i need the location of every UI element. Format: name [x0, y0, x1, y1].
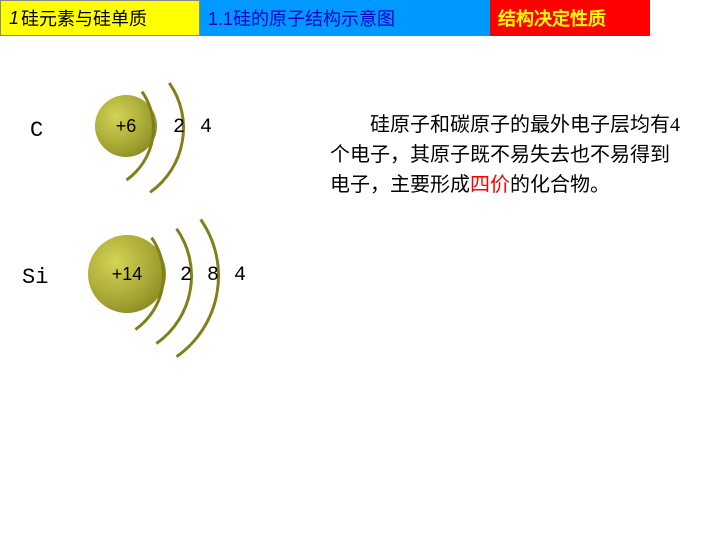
- desc-part2: 的化合物。: [510, 174, 610, 196]
- carbon-shell-1: 2: [173, 116, 185, 139]
- header-bar: 1 硅元素与硅单质 1.1硅的原子结构示意图 结构决定性质: [0, 0, 720, 36]
- silicon-shell-arc-3: [4, 160, 236, 392]
- header-cell-3: 结构决定性质: [490, 0, 650, 36]
- header-1-text: 硅元素与硅单质: [21, 5, 147, 31]
- header-cell-2: 1.1硅的原子结构示意图: [200, 0, 490, 36]
- header-1-num: 1: [9, 8, 19, 29]
- silicon-shell-3: 4: [234, 264, 246, 287]
- atom-diagrams: C +6 2 4 Si +14 2 8 4: [0, 70, 340, 370]
- header-cell-1: 1 硅元素与硅单质: [0, 0, 200, 36]
- carbon-shell-2: 4: [200, 116, 212, 139]
- desc-highlight: 四价: [470, 174, 510, 196]
- description-text: 硅原子和碳原子的最外电子层均有4个电子，其原子既不易失去也不易得到电子，主要形成…: [330, 110, 680, 200]
- silicon-shell-1: 2: [180, 264, 192, 287]
- silicon-shell-2: 8: [207, 264, 219, 287]
